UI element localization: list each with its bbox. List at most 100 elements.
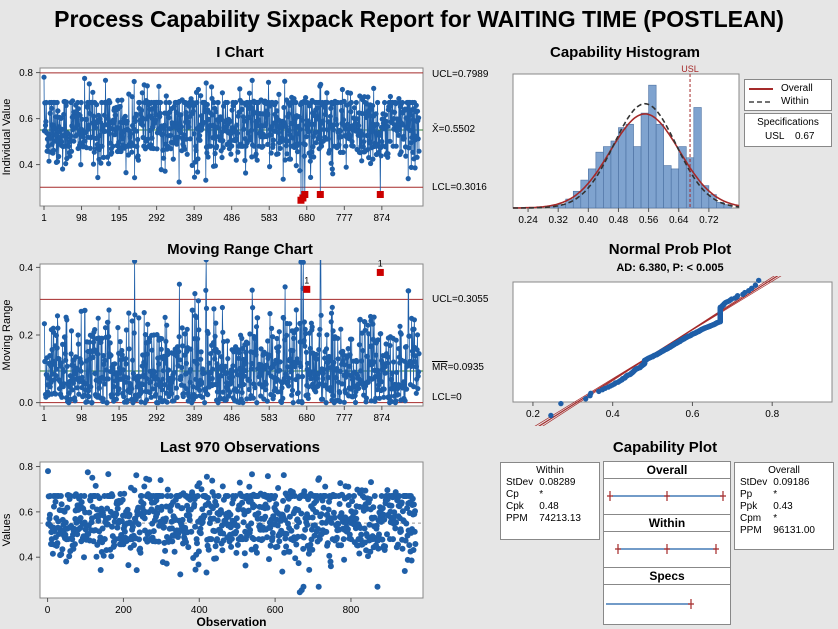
i-chart-point	[194, 99, 200, 106]
i-chart-point	[78, 99, 84, 106]
i-chart-point	[78, 162, 84, 168]
i-chart-point	[384, 123, 390, 130]
mr-chart-point	[73, 354, 79, 360]
last-obs-point	[233, 515, 240, 522]
i-chart-fail-point	[376, 191, 384, 198]
mr-chart-point	[153, 391, 159, 397]
last-obs-point	[87, 497, 94, 504]
mr-chart-point	[360, 348, 366, 354]
mr-chart-point	[108, 352, 114, 358]
i-chart-point	[98, 160, 104, 166]
i-chart-point	[385, 151, 391, 157]
mr-chart-point	[373, 395, 379, 401]
mr-chart-point	[241, 381, 247, 388]
i-chart-point	[185, 119, 191, 125]
mr-chart-point	[192, 291, 198, 297]
i-chart-point	[152, 104, 158, 110]
i-chart-point	[324, 90, 330, 96]
mr-chart-point	[166, 367, 172, 373]
mr-chart-point	[100, 396, 106, 402]
mr-chart-point	[330, 328, 336, 334]
last-obs-point	[408, 557, 415, 564]
i-chart-point	[220, 138, 226, 144]
within-stats-row: StDev 0.08289	[504, 477, 585, 489]
last-obs-point	[45, 468, 51, 475]
last-obs-point	[322, 493, 329, 499]
last-obs-point	[92, 482, 99, 489]
capability-specs-header: Specs	[604, 568, 730, 585]
mr-chart-point	[255, 315, 261, 321]
mr-chart-point	[125, 375, 131, 381]
mr-chart-point	[408, 363, 414, 369]
mr-chart-point	[414, 332, 421, 338]
mr-chart-point	[181, 390, 187, 397]
i-chart-point	[396, 126, 402, 133]
i-chart-point	[247, 134, 253, 140]
i-chart-point	[293, 99, 299, 106]
i-chart-point	[330, 127, 337, 133]
mr-chart-point	[121, 394, 127, 400]
mr-chart-point	[337, 368, 343, 374]
mr-chart-point	[354, 359, 360, 365]
last-obs-point	[384, 531, 390, 538]
i-chart-point	[94, 102, 100, 108]
last-obs-point	[247, 527, 254, 533]
mr-chart-point	[327, 358, 333, 364]
mr-chart-point	[274, 335, 280, 342]
mr-chart-point	[75, 332, 81, 338]
mr-chart-point	[199, 394, 205, 400]
mr-chart-point	[320, 376, 326, 382]
i-chart-point	[183, 136, 189, 142]
i-chart-point	[112, 112, 118, 118]
mr-chart-point	[174, 394, 180, 400]
mr-chart-point	[301, 319, 307, 325]
last-obs-point	[338, 542, 345, 549]
i-chart-point	[197, 133, 203, 139]
capability-overall-panel: Overall	[603, 461, 731, 515]
i-chart-point	[47, 110, 53, 116]
overall-stat-value: *	[773, 489, 778, 500]
last-obs-point	[198, 486, 205, 493]
overall-stat-key: Cpm	[740, 513, 762, 524]
last-obs-point	[108, 553, 115, 560]
mr-chart-point	[47, 384, 53, 390]
mr-chart-point	[362, 327, 368, 333]
mr-chart-point	[297, 320, 303, 327]
i-chart-point	[268, 132, 274, 138]
last-obs-xtick-label: 400	[191, 605, 208, 616]
mr-chart-point	[276, 344, 282, 350]
last-obs-point	[267, 542, 274, 549]
last-obs-point	[291, 493, 298, 499]
mr-chart-lcl-label: LCL=0	[432, 392, 462, 403]
mr-chart-point	[132, 260, 138, 264]
last-obs-point	[77, 515, 84, 521]
last-obs-point	[95, 517, 102, 524]
mr-chart-point	[369, 343, 375, 349]
mr-chart-point	[144, 351, 150, 357]
mr-chart-point	[397, 323, 403, 329]
i-chart-point	[85, 126, 92, 132]
i-chart-xtick-label: 195	[111, 213, 128, 224]
mr-chart-point	[389, 370, 395, 376]
i-chart-point	[227, 118, 233, 124]
mr-chart-point	[159, 387, 165, 393]
i-chart-point	[160, 147, 166, 153]
i-chart-point	[410, 149, 416, 155]
mr-chart-point	[61, 381, 67, 387]
mr-chart-point	[47, 353, 53, 359]
mr-chart-point	[70, 380, 76, 386]
overall-stat-value: *	[773, 513, 778, 524]
i-chart-point	[341, 98, 347, 105]
mr-chart-point	[64, 317, 70, 323]
last-obs-point	[161, 524, 167, 531]
last-obs-point	[273, 501, 280, 508]
histogram-bar	[648, 84, 657, 209]
i-chart-point	[301, 153, 307, 159]
last-obs-point	[194, 493, 201, 499]
i-chart-point	[233, 157, 239, 163]
i-chart-point	[49, 105, 55, 111]
within-center-marker	[664, 544, 670, 554]
i-chart-point	[351, 105, 357, 111]
mr-chart-point	[381, 394, 387, 400]
i-chart-ytick-label: 0.8	[19, 68, 33, 79]
